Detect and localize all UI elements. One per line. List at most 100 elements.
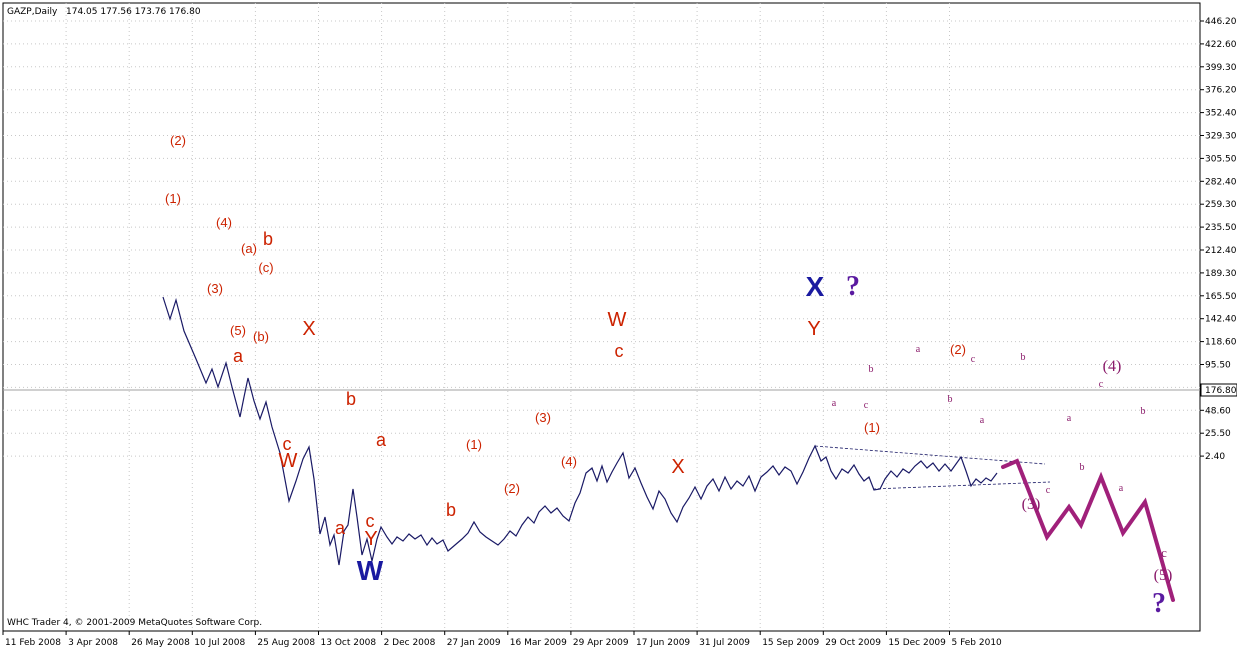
wave-label: (3): [535, 410, 551, 425]
y-tick-label: 422.60: [1205, 40, 1237, 50]
y-tick-label: 212.40: [1205, 246, 1237, 256]
wave-label: a: [376, 430, 387, 450]
wave-label: a: [1119, 483, 1124, 494]
wave-label: c: [615, 341, 624, 361]
y-tick-label: 352.40: [1205, 109, 1237, 119]
wave-label: (2): [170, 133, 186, 148]
wave-label: c: [283, 434, 292, 454]
wave-label: (4): [1103, 358, 1122, 375]
wave-label: X: [302, 318, 315, 340]
wave-label: (4): [561, 454, 577, 469]
x-tick-label: 29 Oct 2009: [825, 638, 881, 648]
wave-label: (1): [864, 420, 880, 435]
y-tick-label: 95.50: [1205, 361, 1231, 371]
x-tick-label: 17 Jun 2009: [636, 638, 690, 648]
y-tick-label: 165.50: [1205, 292, 1237, 302]
y-tick-label: 259.30: [1205, 200, 1237, 210]
wave-label: Y: [364, 528, 377, 550]
wave-label: ?: [1152, 588, 1166, 619]
x-tick-label: 13 Oct 2008: [321, 638, 377, 648]
triangle-trendline: [872, 481, 1051, 490]
wave-label: c: [366, 511, 375, 531]
wave-label: Y: [807, 318, 820, 340]
x-tick-label: 5 Feb 2010: [952, 638, 1003, 648]
wave-label: W: [608, 309, 627, 331]
wave-label: (5): [230, 323, 246, 338]
wave-label: W: [279, 450, 298, 472]
wave-label: b: [446, 500, 456, 520]
wave-label: (1): [165, 191, 181, 206]
wave-label: b: [948, 394, 953, 405]
y-tick-label: 118.60: [1205, 338, 1237, 348]
wave-label: b: [346, 389, 356, 409]
x-tick-label: 31 Jul 2009: [699, 638, 750, 648]
y-tick-label: 142.40: [1205, 315, 1237, 325]
x-tick-label: 25 Aug 2008: [257, 638, 315, 648]
trendlines: [814, 445, 1051, 490]
grid-lines: [3, 3, 1200, 631]
wave-label: a: [1067, 413, 1072, 424]
x-tick-label: 26 May 2008: [131, 638, 190, 648]
x-tick-label: 27 Jan 2009: [447, 638, 501, 648]
y-tick-label: 2.40: [1205, 452, 1225, 462]
wave-label: b: [263, 229, 273, 249]
x-tick-label: 15 Sep 2009: [762, 638, 819, 648]
wave-label: (3): [1022, 496, 1041, 513]
wave-label: c: [864, 400, 869, 411]
x-tick-label: 16 Mar 2009: [510, 638, 567, 648]
wave-label: W: [357, 555, 384, 586]
wave-label: (a): [241, 241, 257, 256]
current-price-box: [1200, 383, 1237, 397]
wave-label: (3): [207, 281, 223, 296]
y-tick-label: 25.50: [1205, 429, 1231, 439]
wave-label: ?: [846, 271, 860, 302]
wave-label: (1): [466, 437, 482, 452]
y-tick-label: 235.50: [1205, 223, 1237, 233]
wave-label: c: [971, 354, 976, 365]
chart-header-symbol: GAZP,Daily: [7, 7, 58, 17]
copyright-text: WHC Trader 4, © 2001-2009 MetaQuotes Sof…: [7, 618, 262, 628]
x-tick-label: 11 Feb 2008: [5, 638, 61, 648]
wave-label: c: [1161, 545, 1167, 560]
wave-label: (4): [216, 215, 232, 230]
wave-label: b: [869, 364, 874, 375]
wave-label: X: [806, 271, 825, 302]
x-tick-label: 2 Dec 2008: [384, 638, 436, 648]
y-tick-label: 189.30: [1205, 269, 1237, 279]
wave-label: (5): [1154, 567, 1173, 584]
wave-label: b: [1080, 462, 1085, 473]
triangle-trendline: [814, 445, 1046, 465]
y-tick-label: 48.60: [1205, 406, 1231, 416]
price-series-line: [162, 296, 998, 566]
wave-label: c: [1099, 379, 1104, 390]
wave-label: a: [916, 344, 921, 355]
x-tick-label: 15 Dec 2009: [888, 638, 946, 648]
chart-header-ohlc: 174.05 177.56 173.76 176.80: [66, 7, 201, 17]
wave-label: (2): [504, 481, 520, 496]
plot-area: [2, 2, 1201, 632]
y-tick-label: 376.20: [1205, 86, 1237, 96]
wave-label: (c): [258, 260, 273, 275]
y-tick-label: 282.40: [1205, 177, 1237, 187]
y-tick-label: 305.50: [1205, 154, 1237, 164]
wave-label: c: [1046, 485, 1051, 496]
current-price-label: 176.80: [1205, 386, 1237, 396]
y-tick-label: 329.30: [1205, 132, 1237, 142]
x-tick-label: 29 Apr 2009: [573, 638, 629, 648]
x-axis-ticks: 11 Feb 2008 3 Apr 2008 26 May 2008 10 Jul 2…: [2, 631, 1003, 648]
projection-series-line: [1001, 458, 1175, 602]
x-tick-label: 10 Jul 2008: [194, 638, 245, 648]
x-tick-label: 3 Apr 2008: [68, 638, 118, 648]
y-axis-ticks: 446.20 422.60 399.30 376.20 352.40 329.30 305.…: [1200, 17, 1237, 462]
y-tick-label: 446.20: [1205, 17, 1237, 27]
wave-label: (2): [950, 342, 966, 357]
wave-label: a: [980, 415, 985, 426]
wave-label: X: [671, 456, 684, 478]
y-tick-label: 399.30: [1205, 63, 1237, 73]
wave-label: (b): [253, 329, 269, 344]
wave-label: a: [335, 518, 346, 538]
wave-label: a: [832, 398, 837, 409]
wave-label: a: [233, 346, 244, 366]
